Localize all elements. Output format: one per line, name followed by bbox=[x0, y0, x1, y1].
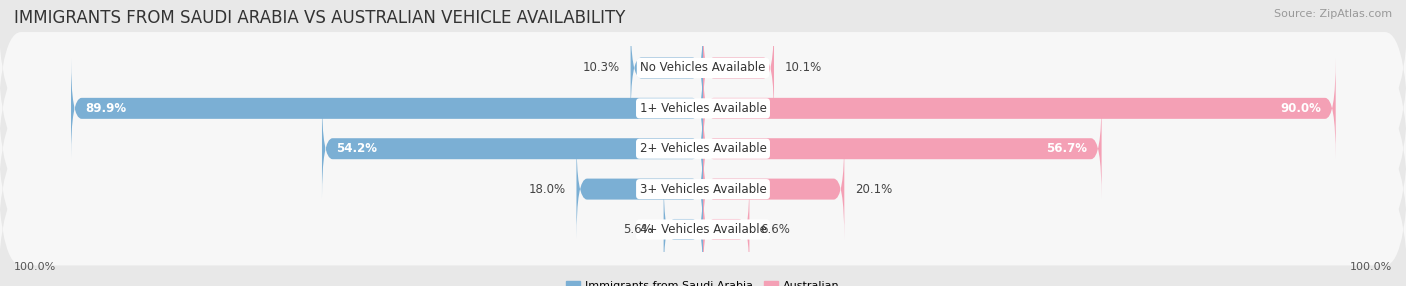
Text: 6.6%: 6.6% bbox=[759, 223, 790, 236]
Text: 90.0%: 90.0% bbox=[1281, 102, 1322, 115]
FancyBboxPatch shape bbox=[0, 43, 1406, 254]
FancyBboxPatch shape bbox=[703, 139, 844, 239]
FancyBboxPatch shape bbox=[0, 124, 1406, 286]
FancyBboxPatch shape bbox=[70, 58, 703, 158]
Text: 2+ Vehicles Available: 2+ Vehicles Available bbox=[640, 142, 766, 155]
Text: 10.1%: 10.1% bbox=[785, 61, 821, 74]
FancyBboxPatch shape bbox=[703, 179, 749, 279]
Text: 5.6%: 5.6% bbox=[623, 223, 652, 236]
FancyBboxPatch shape bbox=[0, 0, 1406, 173]
Text: 100.0%: 100.0% bbox=[1350, 262, 1392, 272]
Text: 10.3%: 10.3% bbox=[583, 61, 620, 74]
Text: No Vehicles Available: No Vehicles Available bbox=[640, 61, 766, 74]
Text: 89.9%: 89.9% bbox=[84, 102, 127, 115]
FancyBboxPatch shape bbox=[322, 99, 703, 199]
FancyBboxPatch shape bbox=[703, 58, 1336, 158]
Text: 3+ Vehicles Available: 3+ Vehicles Available bbox=[640, 182, 766, 196]
FancyBboxPatch shape bbox=[630, 18, 703, 118]
Text: 1+ Vehicles Available: 1+ Vehicles Available bbox=[640, 102, 766, 115]
Text: 54.2%: 54.2% bbox=[336, 142, 377, 155]
Text: 20.1%: 20.1% bbox=[855, 182, 891, 196]
Legend: Immigrants from Saudi Arabia, Australian: Immigrants from Saudi Arabia, Australian bbox=[567, 281, 839, 286]
Text: 56.7%: 56.7% bbox=[1046, 142, 1088, 155]
FancyBboxPatch shape bbox=[703, 99, 1102, 199]
FancyBboxPatch shape bbox=[0, 3, 1406, 214]
Text: Source: ZipAtlas.com: Source: ZipAtlas.com bbox=[1274, 9, 1392, 19]
Text: 18.0%: 18.0% bbox=[529, 182, 565, 196]
FancyBboxPatch shape bbox=[576, 139, 703, 239]
FancyBboxPatch shape bbox=[664, 179, 703, 279]
Text: IMMIGRANTS FROM SAUDI ARABIA VS AUSTRALIAN VEHICLE AVAILABILITY: IMMIGRANTS FROM SAUDI ARABIA VS AUSTRALI… bbox=[14, 9, 626, 27]
FancyBboxPatch shape bbox=[0, 84, 1406, 286]
Text: 100.0%: 100.0% bbox=[14, 262, 56, 272]
FancyBboxPatch shape bbox=[703, 18, 775, 118]
Text: 4+ Vehicles Available: 4+ Vehicles Available bbox=[640, 223, 766, 236]
